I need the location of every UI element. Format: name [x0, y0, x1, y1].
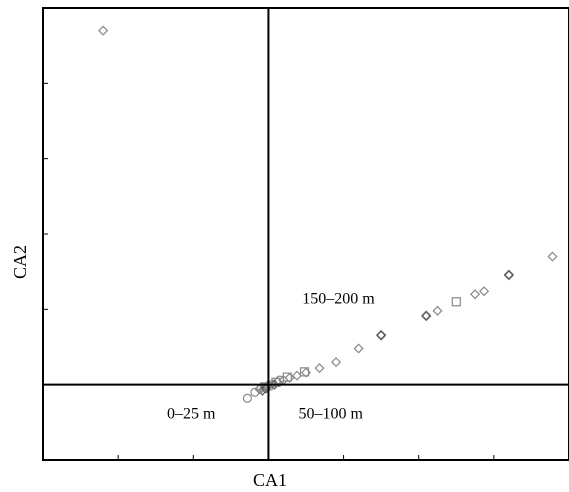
data-point-diamond	[547, 251, 558, 262]
data-point-diamond	[503, 269, 514, 280]
data-point-diamond	[470, 289, 481, 300]
annotation-label: 150–200 m	[302, 290, 375, 307]
data-point-diamond	[98, 25, 109, 36]
annotations: 150–200 m 0–25 m 50–100 m	[167, 290, 375, 422]
y-axis-label: CA2	[10, 245, 30, 279]
data-point-circle	[242, 393, 252, 403]
plot-frame	[42, 7, 569, 461]
data-point-diamond	[314, 363, 325, 374]
data-point-diamond	[353, 343, 364, 354]
data-point-circle	[265, 381, 275, 391]
data-point-diamond	[284, 372, 295, 383]
data-points	[98, 25, 558, 403]
data-point-square	[299, 367, 310, 377]
annotation-label: 50–100 m	[298, 406, 363, 423]
data-point-diamond	[376, 329, 387, 340]
data-point-square	[451, 297, 461, 307]
annotation-label: 0–25 m	[167, 406, 216, 423]
data-point-diamond	[331, 357, 342, 368]
data-point-diamond	[432, 305, 443, 316]
data-point-square	[282, 372, 292, 382]
x-axis-label: CA1	[253, 470, 287, 490]
data-point-diamond	[479, 286, 490, 297]
data-point-diamond	[421, 311, 432, 322]
data-point-diamond	[291, 370, 303, 381]
